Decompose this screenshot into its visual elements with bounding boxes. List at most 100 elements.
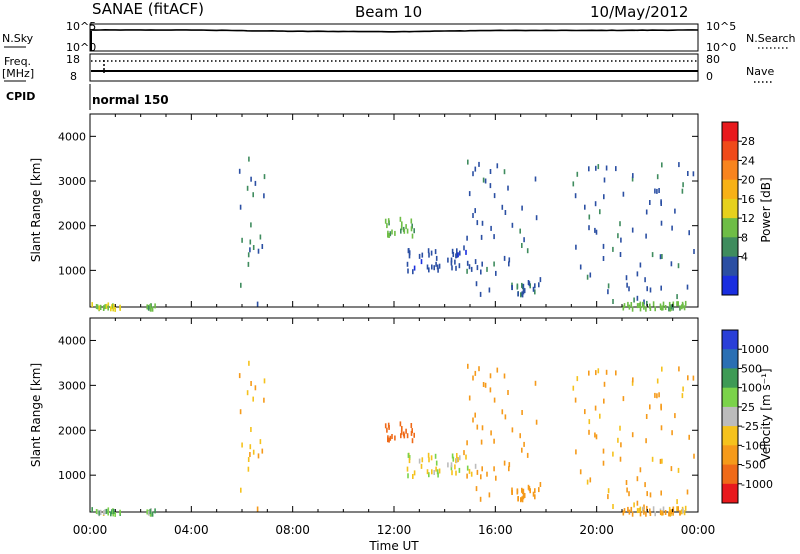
power-point <box>107 302 110 308</box>
power-point <box>394 230 396 236</box>
noise-tick-right-bottom: 10^0 <box>706 41 736 54</box>
power-point <box>527 280 530 285</box>
power-point <box>451 248 454 254</box>
vel-point <box>474 463 477 469</box>
vel-point <box>528 486 531 492</box>
vel-point <box>91 507 93 513</box>
power-point <box>658 188 660 193</box>
vel-point <box>603 398 605 404</box>
vel-point <box>459 455 461 461</box>
vel-point <box>465 454 467 460</box>
vel-point <box>447 462 449 468</box>
power-point <box>523 237 525 243</box>
vel-point <box>529 488 531 494</box>
vel-point <box>456 453 458 458</box>
vel-point <box>399 421 402 427</box>
vel-point <box>660 403 662 409</box>
vel-point <box>588 419 591 425</box>
vel-point <box>387 435 389 441</box>
vel-point <box>456 457 458 463</box>
power-point <box>656 188 658 194</box>
power-point <box>95 304 98 309</box>
power-point <box>681 304 683 310</box>
power-point <box>438 263 441 269</box>
power-point <box>643 299 645 305</box>
vel-point <box>400 433 402 439</box>
power-point <box>594 227 596 233</box>
power-point <box>576 171 579 177</box>
vel-point <box>686 489 689 495</box>
vel-point <box>670 466 673 472</box>
vel-point <box>110 511 112 517</box>
power-point <box>519 228 521 234</box>
power-point <box>684 300 687 306</box>
power-point <box>386 223 388 229</box>
vel-point <box>632 377 634 383</box>
power-point <box>456 252 458 258</box>
power-point <box>403 228 406 234</box>
velocity-colorbar-swatch <box>722 349 738 369</box>
nsky-label: N.Sky <box>2 32 34 45</box>
power-point <box>681 188 684 194</box>
vel-point <box>99 510 102 515</box>
vel-point <box>394 435 396 441</box>
vel-point <box>507 390 509 395</box>
velocity-colorbar-tick-label: 25 <box>741 401 755 414</box>
power-point <box>431 264 433 270</box>
vel-y-tick-label: 3000 <box>58 379 86 392</box>
vel-point <box>636 500 639 506</box>
velocity-x-ticks <box>89 318 699 512</box>
power-point <box>111 304 113 310</box>
power-point <box>149 306 152 312</box>
power-scatter <box>91 156 695 312</box>
power-colorbar: 28 24 20 16 12 8 4 <box>721 121 755 296</box>
power-point <box>588 225 590 231</box>
power-point <box>586 274 589 280</box>
velocity-colorbar-tick-label: -100 <box>741 439 766 452</box>
power-point <box>588 214 591 220</box>
vel-point <box>645 511 647 517</box>
vel-point <box>501 409 504 415</box>
power-point <box>151 306 154 312</box>
vel-point <box>638 508 641 513</box>
vel-point <box>639 506 642 512</box>
power-point <box>259 234 262 240</box>
power-colorbar-tick-label: 28 <box>741 135 755 148</box>
vel-point <box>468 395 471 401</box>
vel-point <box>111 509 113 515</box>
power-point <box>91 302 93 308</box>
power-point <box>668 301 671 307</box>
vel-point <box>112 508 115 514</box>
power-panel-frame <box>89 113 699 308</box>
power-point <box>455 253 457 259</box>
noise-panel: 10^5 10^0 10^5 10^0 N.Sky N.Search <box>2 20 796 54</box>
vel-point <box>466 465 469 471</box>
vel-point <box>387 422 390 428</box>
power-point <box>412 269 414 275</box>
vel-point <box>466 473 468 479</box>
vel-point <box>488 492 491 498</box>
noise-panel-frame <box>89 23 699 52</box>
power-point <box>511 285 513 290</box>
power-point <box>458 263 461 269</box>
power-point <box>263 193 265 199</box>
power-point <box>619 252 622 257</box>
vel-point <box>646 505 648 511</box>
power-point <box>391 229 393 235</box>
power-point <box>503 169 506 175</box>
power-point <box>493 261 495 267</box>
power-point <box>240 282 242 288</box>
power-point <box>679 305 681 311</box>
power-point <box>472 171 474 177</box>
power-point <box>659 305 662 311</box>
power-point <box>603 194 605 200</box>
power-y-tick-label: 1000 <box>58 264 86 277</box>
power-point <box>504 210 507 215</box>
power-point <box>475 281 478 287</box>
power-point <box>521 205 523 211</box>
vel-point <box>474 370 477 376</box>
power-point <box>642 301 644 307</box>
power-point <box>474 166 477 172</box>
power-point <box>607 289 609 295</box>
